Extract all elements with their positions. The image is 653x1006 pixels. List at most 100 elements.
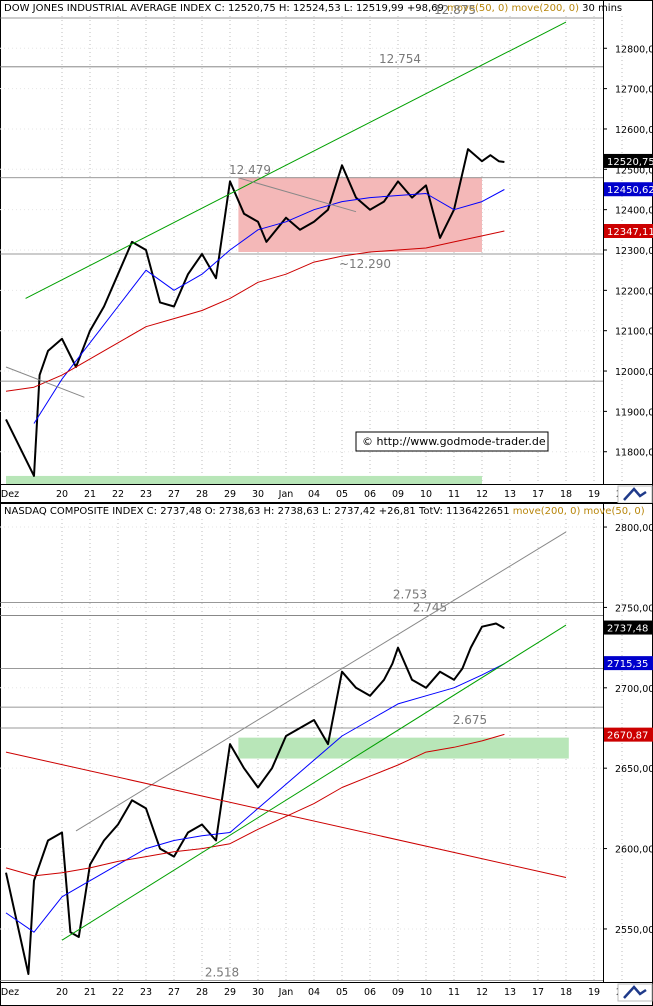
x-tick-label: 04 [308,987,320,998]
x-tick-label: 17 [532,489,544,500]
x-tick-label: 22 [112,987,124,998]
value-box-label: 12520,75 [607,157,653,168]
series-trendline-2 [75,531,567,832]
x-tick-label: 10 [420,987,432,998]
y-tick-label: 12200,00 [615,286,653,297]
x-tick-label: 11 [448,987,460,998]
y-tick-label: 12000,00 [615,367,653,378]
x-tick-label: 18 [560,489,572,500]
x-tick-label: 09 [392,489,404,500]
header-ma50: move(50, 0) [580,506,644,517]
chart-mini-icon [623,985,647,999]
x-tick-label: 20 [56,489,68,500]
x-tick-label: 13 [504,987,516,998]
x-tick-label: 19 [588,489,600,500]
header-change: +98,69 [404,3,444,14]
y-tick-label: 11800,00 [615,448,653,459]
series-trendline-2 [238,177,357,213]
x-tick-label: 21 [84,489,96,500]
value-box [604,620,653,635]
value-box [604,656,653,671]
y-tick-label: 11900,00 [615,407,653,418]
x-tick-label: 23 [140,489,152,500]
zone [238,737,569,759]
x-tick-label: 21 [84,987,96,998]
watermark-text: © http://www.godmode-trader.de [362,435,546,448]
header-open: O: 2738,63 [202,506,261,517]
chart-panel-2: NASDAQ COMPOSITE INDEX C: 2737,48 O: 273… [0,503,653,1006]
value-box-label: 12347,11 [607,227,653,238]
level-label: 2.753 [393,588,427,602]
y-tick-label: 2550,00 [615,925,653,936]
level-label: 12.754 [379,52,421,66]
x-tick-label: 28 [196,987,208,998]
level-label: 12.479 [229,163,271,177]
x-tick-label: 29 [224,489,236,500]
header-low: L: 12519,99 [341,3,404,14]
x-tick-label: Dez [1,987,19,998]
x-tick-label: 19 [588,987,600,998]
header-ma200: move(200, 0) [508,3,579,14]
level-label: ~12.290 [339,257,391,271]
value-box [604,223,653,238]
chart-header: NASDAQ COMPOSITE INDEX C: 2737,48 O: 273… [4,506,645,517]
series-move-200-0- [5,733,505,877]
series-trendline-1 [61,624,567,941]
x-tick-label: 30 [252,987,264,998]
header-volume: TotV: 1136422651 [416,506,510,517]
level-label: 12.875 [434,3,476,17]
value-box-label: 2715,35 [607,659,648,670]
x-tick-label: 18 [560,987,572,998]
level-label: 2.518 [205,965,239,979]
x-tick-label: Jan [278,987,294,998]
x-tick-label: 04 [308,489,320,500]
x-tick-label: 11 [448,489,460,500]
series-price [5,148,505,477]
y-tick-label: 2750,00 [615,603,653,614]
value-box-label: 2737,48 [607,624,648,635]
chart-corner-icon [617,983,653,1002]
x-tick-label: 17 [532,987,544,998]
x-tick-label: 29 [224,987,236,998]
header-close: C: 12520,75 [211,3,275,14]
x-tick-label: 22 [112,489,124,500]
value-box [604,727,653,742]
series-move-50-0- [33,189,505,424]
y-tick-label: 2700,00 [615,684,653,695]
chart-corner-icon [617,485,653,504]
x-tick-label: 30 [252,489,264,500]
y-tick-label: 2600,00 [615,845,653,856]
header-ma50: move(50, 0) [444,3,508,14]
series-trendline [25,21,567,299]
x-tick-label: 05 [336,489,348,500]
x-tick-label: 23 [140,987,152,998]
header-high: H: 12524,53 [276,3,341,14]
x-tick-label: 27 [168,987,180,998]
header-low: L: 2737,42 [319,506,376,517]
y-tick-label: 12100,00 [615,327,653,338]
chart-mini-icon [623,487,647,501]
series-trendline-3 [5,366,85,398]
x-tick-label: 05 [336,987,348,998]
x-tick-label: Dez [1,489,19,500]
header-title: DOW JONES INDUSTRIAL AVERAGE INDEX [4,3,211,14]
x-tick-label: 13 [504,489,516,500]
header-close: C: 2737,48 [144,506,202,517]
zone [6,475,482,484]
chart-header: DOW JONES INDUSTRIAL AVERAGE INDEX C: 12… [4,3,622,14]
x-tick-label: 28 [196,489,208,500]
watermark-box [355,431,549,452]
x-tick-label: 27 [168,489,180,500]
x-tick-label: 06 [364,987,376,998]
chart-panel-1: DOW JONES INDUSTRIAL AVERAGE INDEX C: 12… [0,0,653,504]
x-tick-label: 09 [392,987,404,998]
y-tick-label: 2800,00 [615,523,653,534]
y-tick-label: 12500,00 [615,165,653,176]
y-tick-label: 12800,00 [615,44,653,55]
series-trendline-3 [5,751,567,878]
value-box [604,153,653,168]
x-tick-label: Jan [278,489,294,500]
header-title: NASDAQ COMPOSITE INDEX [4,506,144,517]
header-ma200: move(200, 0) [510,506,581,517]
